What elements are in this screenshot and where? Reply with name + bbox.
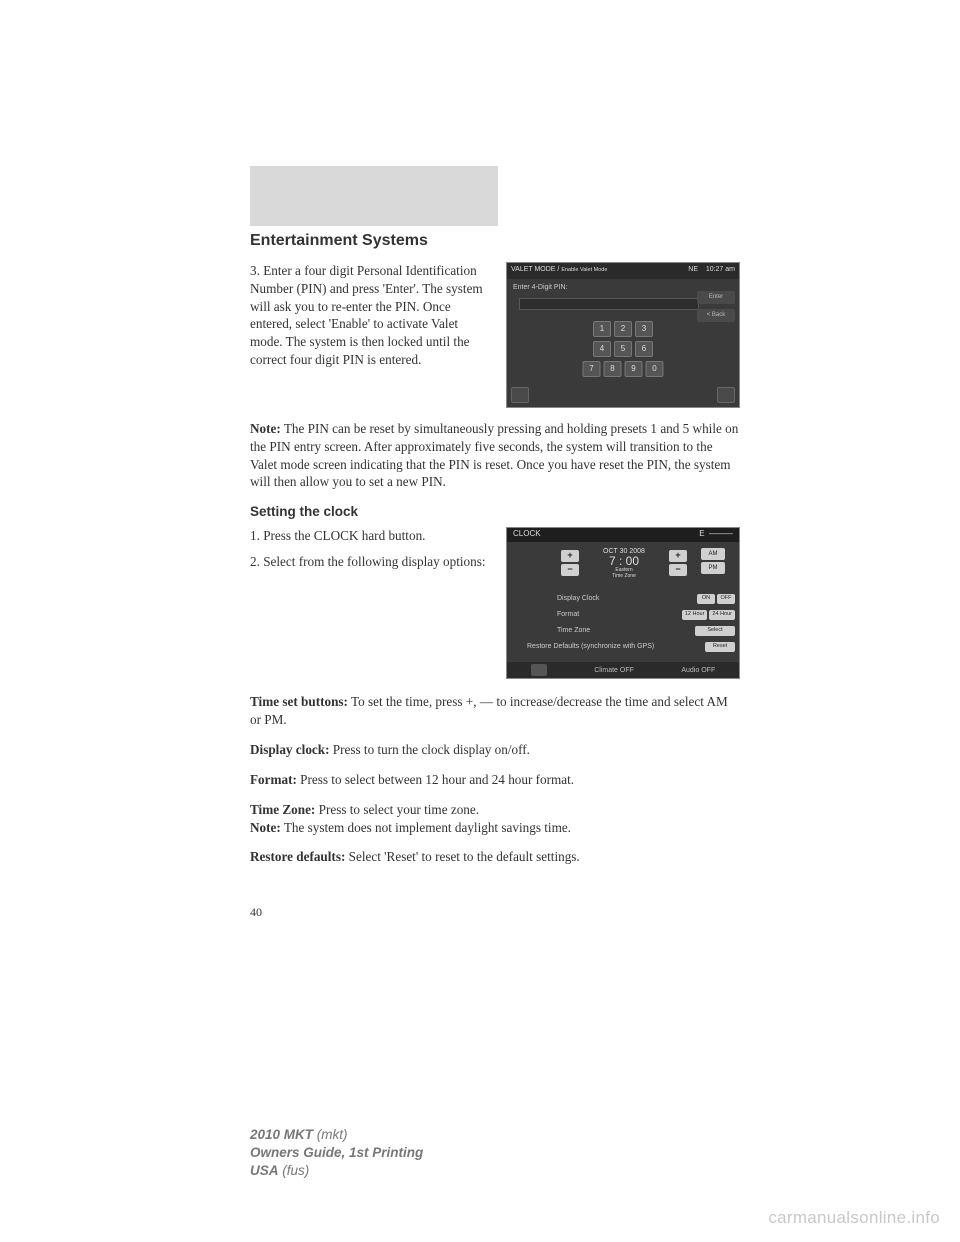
display-clock-para: Display clock: Press to turn the clock d…	[250, 741, 740, 759]
ss1-compass: NE	[688, 266, 698, 273]
ss1-title: VALET MODE /	[511, 266, 559, 273]
page-number: 40	[250, 904, 740, 920]
timezone-label-b: Time Zone:	[250, 802, 315, 817]
ss1-subtitle: Enable Valet Mode	[561, 267, 607, 273]
time-set-label: Time set buttons:	[250, 694, 348, 709]
footer-region: USA	[250, 1163, 279, 1178]
keypad-0: 0	[646, 361, 664, 377]
pin-reset-note: Note: The PIN can be reset by simultaneo…	[250, 420, 740, 491]
hour-minus-button: −	[561, 564, 579, 576]
timezone-text: Press to select your time zone.	[315, 802, 479, 817]
min-plus-button: +	[669, 550, 687, 562]
restore-label-b: Restore defaults:	[250, 849, 345, 864]
time-set-para: Time set buttons: To set the time, press…	[250, 693, 740, 729]
display-clock-label-b: Display clock:	[250, 742, 330, 757]
keypad-3: 3	[635, 321, 653, 337]
hour-plus-button: +	[561, 550, 579, 562]
keypad-4: 4	[593, 341, 611, 357]
footer-model-code: (mkt)	[313, 1127, 348, 1142]
format-label: Format	[557, 610, 579, 619]
format-text: Press to select between 12 hour and 24 h…	[297, 772, 574, 787]
restore-text: Select 'Reset' to reset to the default s…	[345, 849, 579, 864]
note-label: Note:	[250, 421, 281, 436]
home-icon	[511, 387, 529, 403]
timezone-para: Time Zone: Press to select your time zon…	[250, 801, 740, 837]
format-label-b: Format:	[250, 772, 297, 787]
home-icon	[531, 664, 547, 676]
format-para: Format: Press to select between 12 hour …	[250, 771, 740, 789]
step-3-text: 3. Enter a four digit Personal Identific…	[250, 262, 492, 408]
off-button: OFF	[717, 594, 735, 603]
display-clock-text: Press to turn the clock display on/off.	[330, 742, 530, 757]
page-content: 3. Enter a four digit Personal Identific…	[250, 262, 740, 920]
on-button: ON	[697, 594, 715, 603]
back-button: < Back	[697, 309, 735, 322]
audio-off: Audio OFF	[681, 666, 715, 675]
h12-button: 12 Hour	[682, 610, 708, 619]
clock-screenshot: CLOCK E ——— + − OCT 30 2008 7 : 00 Easte…	[506, 527, 740, 679]
keypad-2: 2	[614, 321, 632, 337]
pin-input-bar	[519, 298, 699, 310]
note2-label: Note:	[250, 820, 281, 835]
timezone-label: Time Zone	[557, 626, 590, 635]
ss2-title: CLOCK	[513, 529, 541, 541]
close-icon	[717, 387, 735, 403]
keypad-8: 8	[604, 361, 622, 377]
footer-region-code: (fus)	[279, 1163, 310, 1178]
ss2-tz: EasternTime Zone	[579, 568, 669, 579]
pm-button: PM	[701, 562, 725, 574]
note2-text: The system does not implement daylight s…	[281, 820, 571, 835]
setting-clock-heading: Setting the clock	[250, 503, 740, 521]
note-text: The PIN can be reset by simultaneously p…	[250, 421, 738, 489]
restore-para: Restore defaults: Select 'Reset' to rese…	[250, 848, 740, 866]
keypad-9: 9	[625, 361, 643, 377]
step-2-text: 2. Select from the following display opt…	[250, 553, 492, 571]
watermark: carmanualsonline.info	[768, 1208, 940, 1228]
h24-button: 24 Hour	[709, 610, 735, 619]
keypad-1: 1	[593, 321, 611, 337]
valet-mode-screenshot: VALET MODE / Enable Valet Mode NE 10:27 …	[506, 262, 740, 408]
keypad-7: 7	[583, 361, 601, 377]
ss2-status-icons: E ———	[699, 529, 733, 541]
min-minus-button: −	[669, 564, 687, 576]
am-button: AM	[701, 548, 725, 560]
restore-label: Restore Defaults (synchronize with GPS)	[527, 642, 654, 651]
select-button: Select	[695, 626, 735, 635]
climate-off: Climate OFF	[594, 666, 634, 675]
footer-guide: Owners Guide, 1st Printing	[250, 1144, 423, 1162]
footer-model: 2010 MKT	[250, 1127, 313, 1142]
enter-button: Enter	[697, 291, 735, 304]
display-clock-label: Display Clock	[557, 594, 599, 603]
footer: 2010 MKT (mkt) Owners Guide, 1st Printin…	[250, 1126, 423, 1181]
keypad-6: 6	[635, 341, 653, 357]
reset-button: Reset	[705, 642, 735, 651]
section-header: Entertainment Systems	[250, 232, 428, 250]
header-grey-block	[250, 166, 498, 226]
step-1-text: 1. Press the CLOCK hard button.	[250, 527, 492, 545]
ss1-time: 10:27 am	[706, 266, 735, 273]
keypad-5: 5	[614, 341, 632, 357]
